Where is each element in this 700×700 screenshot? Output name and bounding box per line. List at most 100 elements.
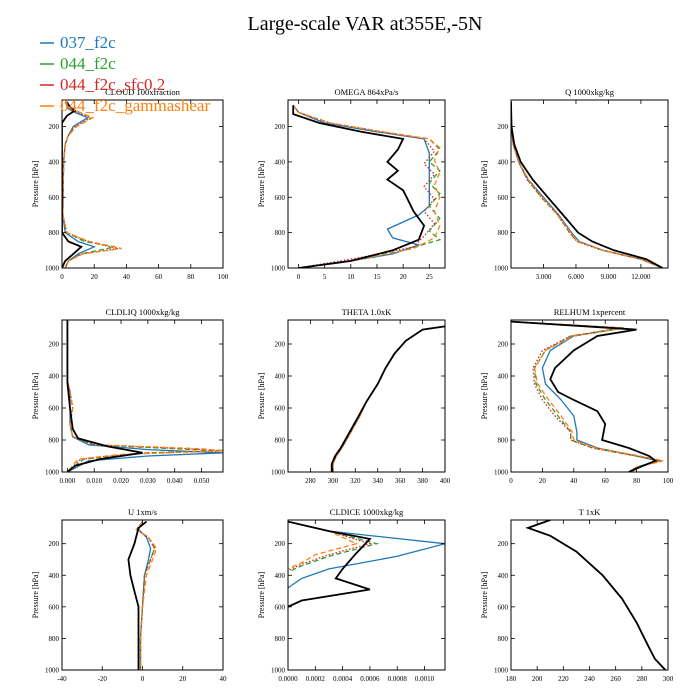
- x-tick-label: 20: [400, 273, 408, 281]
- panel-title: CLOUD 100xfraction: [105, 87, 181, 97]
- x-tick-label: 0.0008: [388, 675, 408, 683]
- x-tick-label: 380: [417, 477, 428, 485]
- series-group: [288, 520, 445, 608]
- y-tick-label: 800: [498, 437, 509, 445]
- plot-frame: [510, 319, 669, 473]
- y-tick-label: 200: [49, 123, 60, 131]
- x-tick-label: 280: [305, 477, 316, 485]
- y-axis-label: Pressure [hPa]: [257, 160, 266, 207]
- series-line-3: [135, 521, 156, 670]
- x-tick-label: 320: [350, 477, 361, 485]
- x-tick-label: 300: [328, 477, 339, 485]
- series-line-5: [511, 101, 664, 268]
- series-line-1: [62, 101, 97, 268]
- y-tick-label: 400: [275, 572, 286, 580]
- series-line-3: [526, 520, 666, 670]
- y-tick-label: 200: [275, 341, 286, 349]
- x-tick-label: 20: [179, 675, 187, 683]
- series-line-5: [127, 520, 148, 670]
- y-axis-label: Pressure [hPa]: [480, 372, 489, 419]
- y-tick-label: 200: [498, 540, 509, 548]
- y-tick-label: 400: [49, 373, 60, 381]
- x-tick-label: 0: [297, 273, 301, 281]
- x-tick-label: 40: [220, 675, 228, 683]
- y-tick-label: 200: [498, 123, 509, 131]
- y-tick-label: 600: [498, 194, 509, 202]
- y-tick-label: 400: [498, 373, 509, 381]
- y-axis-label: Pressure [hPa]: [480, 160, 489, 207]
- y-tick-label: 200: [275, 540, 286, 548]
- panel-title: OMEGA 864xPa/s: [335, 87, 399, 97]
- x-tick-label: 0.050: [194, 477, 210, 485]
- series-line-1: [288, 520, 445, 589]
- y-axis-label: Pressure [hPa]: [31, 571, 40, 618]
- plot-frame: [61, 519, 224, 671]
- series-group: [525, 520, 667, 670]
- panel-title: Q 1000xkg/kg: [565, 87, 615, 97]
- legend-item-1: 037_f2c: [40, 33, 116, 52]
- x-tick-label: 400: [440, 477, 451, 485]
- series-line-4: [332, 325, 445, 472]
- x-tick-label: 5: [323, 273, 327, 281]
- legend-item-2: 044_f2c: [40, 54, 116, 73]
- legend: 037_f2c 044_f2c 044_f2c_sfc0.2 044_f2c_gamm…: [40, 33, 210, 115]
- legend-item-3: 044_f2c_sfc0.2: [40, 75, 165, 94]
- series-line-1: [332, 325, 445, 472]
- series-line-4: [292, 104, 441, 268]
- series-line-5: [66, 320, 143, 472]
- y-axis-label: Pressure [hPa]: [480, 571, 489, 618]
- panel-2: 0 5 10 15 20 25 200 400 600 800 1000 Pressure [hPa]…: [257, 87, 446, 281]
- y-tick-label: 200: [275, 123, 286, 131]
- panel-8: 0.0000 0.0002 0.0004 0.0006 0.0008 0.0010 200 4…: [257, 507, 446, 683]
- x-tick-label: 0: [60, 273, 64, 281]
- series-group: [511, 101, 664, 268]
- x-tick-label: 3.000: [536, 273, 552, 281]
- x-tick-label: 100: [218, 273, 229, 281]
- y-tick-label: 1000: [271, 469, 286, 477]
- x-tick-label: 9.000: [601, 273, 617, 281]
- x-tick-label: 340: [372, 477, 383, 485]
- series-line-3: [66, 320, 223, 472]
- panel-title: CLDICE 1000xkg/kg: [330, 507, 404, 517]
- x-tick-label: 280: [637, 675, 648, 683]
- x-tick-label: 60: [155, 273, 163, 281]
- series-line-5: [292, 105, 426, 268]
- y-tick-label: 1000: [494, 469, 509, 477]
- x-tick-label: 10: [347, 273, 355, 281]
- figure-title: Large-scale VAR at355E,-5N: [248, 13, 483, 35]
- series-line-4: [526, 520, 666, 670]
- x-tick-label: 0.010: [86, 477, 102, 485]
- x-tick-label: 0.0010: [415, 675, 435, 683]
- plot-frame: [287, 319, 446, 473]
- y-tick-label: 200: [498, 341, 509, 349]
- plot-frame: [287, 519, 446, 671]
- plot-frame: [61, 319, 224, 473]
- series-line-2: [332, 325, 445, 472]
- y-tick-label: 600: [275, 603, 286, 611]
- panel-title: RELHUM 1xpercent: [554, 307, 626, 317]
- x-tick-label: 0: [509, 477, 513, 485]
- y-tick-label: 1000: [45, 469, 60, 477]
- series-line-3: [332, 325, 445, 472]
- y-tick-label: 1000: [45, 667, 60, 675]
- series-line-5: [511, 320, 658, 472]
- series-line-5: [525, 520, 667, 670]
- series-line-5: [62, 101, 83, 268]
- y-tick-label: 1000: [271, 667, 286, 675]
- series-line-1: [511, 101, 663, 268]
- x-tick-label: -40: [57, 675, 67, 683]
- y-tick-label: 800: [49, 635, 60, 643]
- x-tick-label: 6.000: [568, 273, 584, 281]
- series-line-2: [526, 520, 666, 670]
- panel-5: 280 300 320 340 360 380 400 200 400 600 800 1000 Pre…: [257, 307, 451, 485]
- y-tick-label: 400: [498, 158, 509, 166]
- x-tick-label: 0: [141, 675, 145, 683]
- y-axis-label: Pressure [hPa]: [257, 571, 266, 618]
- series-group: [292, 104, 442, 268]
- legend-label: 044_f2c: [60, 54, 116, 73]
- series-group: [66, 320, 223, 472]
- x-tick-label: 20: [539, 477, 547, 485]
- y-tick-label: 800: [498, 229, 509, 237]
